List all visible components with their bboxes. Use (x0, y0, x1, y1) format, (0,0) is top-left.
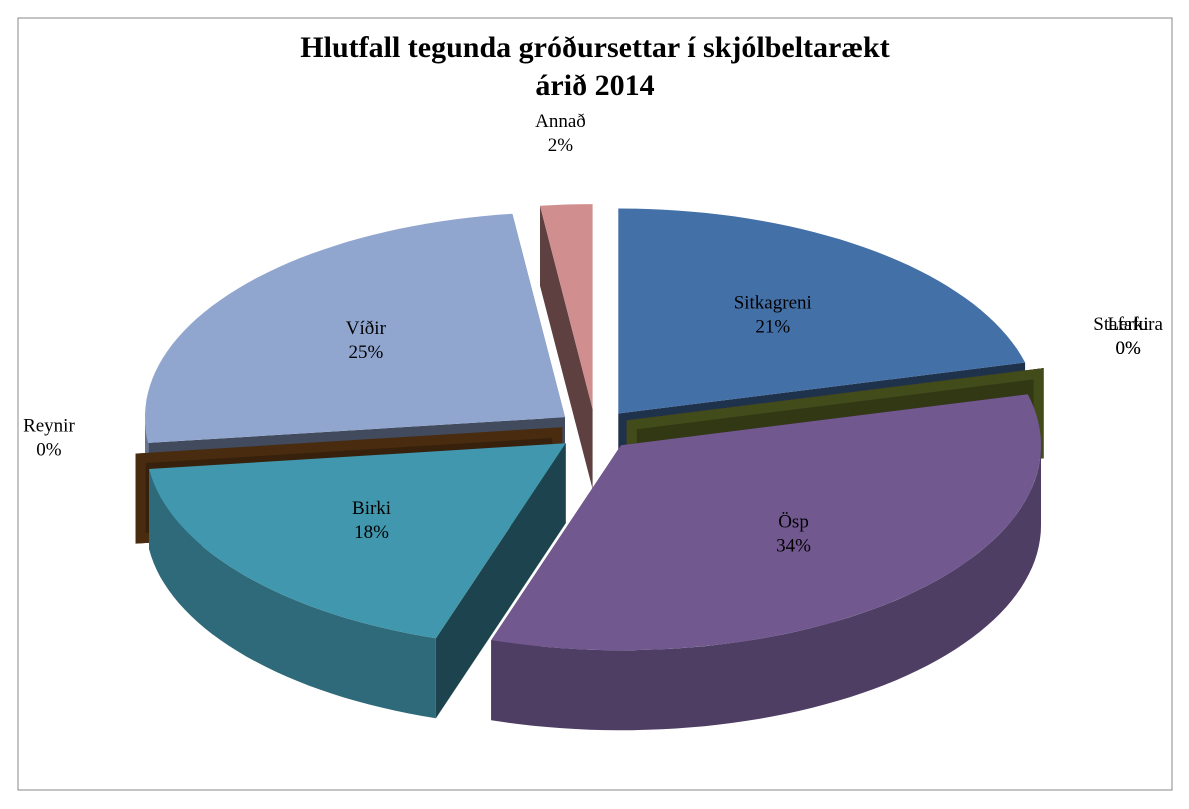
data-label-name: Víðir (346, 318, 387, 339)
data-label-value: 2% (548, 135, 574, 156)
slice-side (540, 205, 593, 490)
slice (491, 394, 1041, 731)
slice (149, 443, 566, 719)
data-label-name: Ösp (778, 511, 809, 532)
data-label-value: 25% (348, 342, 383, 363)
slice (540, 204, 593, 490)
slice-top (540, 204, 593, 410)
slice-top (145, 213, 565, 443)
slice-rim (149, 469, 436, 719)
data-label-value: 0% (1115, 338, 1141, 359)
data-label-value: 21% (755, 317, 790, 338)
data-label-name: Lerki (1108, 314, 1149, 335)
data-label-name: Reynir (23, 415, 75, 436)
chart-title: árið 2014 (535, 69, 654, 102)
slice-rim (491, 445, 1041, 731)
data-label-name: Annað (535, 111, 586, 132)
slice-top (491, 394, 1041, 651)
data-label-name: Sitkagreni (734, 293, 812, 314)
data-label-value: 0% (1115, 338, 1141, 359)
data-label-value: 18% (354, 522, 389, 543)
data-label-value: 0% (36, 439, 62, 460)
slice-top (149, 443, 566, 639)
chart-title: Hlutfall tegunda gróðursettar í skjólbel… (300, 31, 889, 64)
data-label-value: 34% (776, 535, 811, 556)
data-label-name: Stafafura (1093, 314, 1163, 335)
slice-top (618, 208, 1026, 414)
data-label-name: Birki (352, 498, 391, 519)
